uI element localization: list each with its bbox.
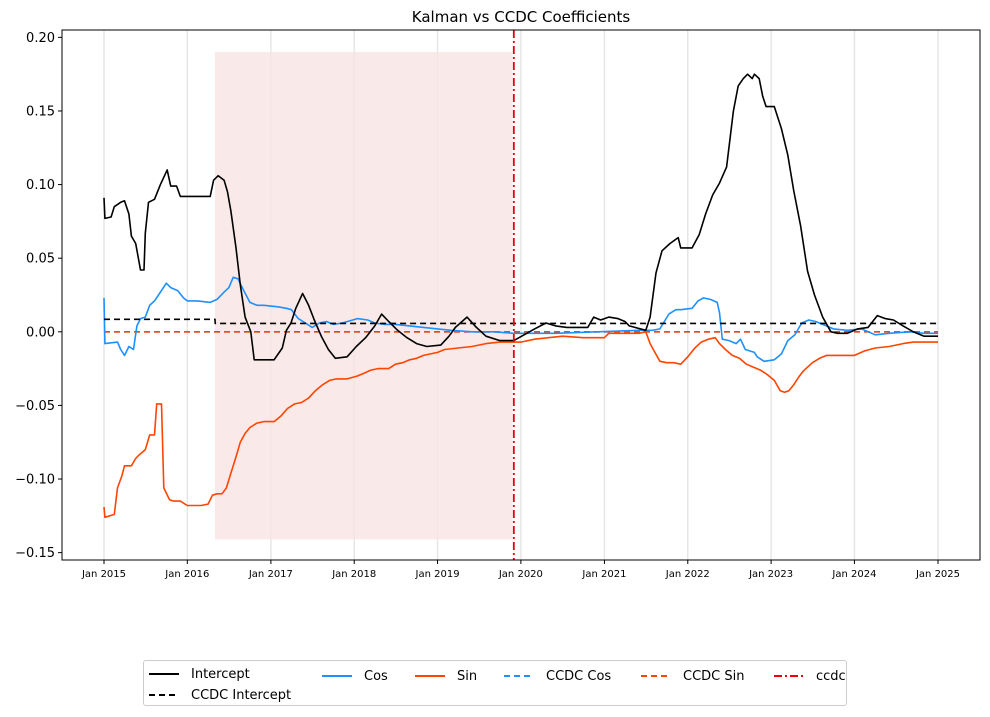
x-tick-label: Jan 2020 <box>498 569 543 580</box>
legend-label: CCDC Cos <box>546 668 612 684</box>
y-tick-label: 0.00 <box>26 325 55 340</box>
x-tick-label: Jan 2015 <box>81 569 126 580</box>
y-tick-label: 0.15 <box>26 104 55 119</box>
x-tick-label: Jan 2019 <box>415 569 460 580</box>
legend-item: ccdc <box>774 666 846 686</box>
legend-item: CCDC Sin <box>641 666 744 686</box>
legend-item: Cos <box>322 666 388 686</box>
x-tick-label: Jan 2018 <box>331 569 376 580</box>
legend-swatch <box>641 675 671 677</box>
y-tick-label: −0.15 <box>15 546 55 561</box>
y-tick-label: 0.05 <box>26 252 55 267</box>
y-tick-label: 0.20 <box>26 31 55 46</box>
legend-swatch <box>415 675 445 677</box>
x-tick-label: Jan 2025 <box>915 569 960 580</box>
legend-item: CCDC Intercept <box>149 685 291 705</box>
x-tick-label: Jan 2022 <box>665 569 710 580</box>
legend-label: Intercept <box>191 666 250 682</box>
series-line-intercept <box>103 73 938 361</box>
legend-item: CCDC Cos <box>504 666 611 686</box>
x-tick-label: Jan 2024 <box>831 569 876 580</box>
legend-label: Cos <box>364 668 388 684</box>
plot-area: 0.20 0.15 0.10 0.05 0.00 −0.05 −0.10 −0.15 Jan 2… <box>15 29 981 580</box>
legend-swatch <box>149 694 179 696</box>
legend-label: CCDC Intercept <box>191 687 292 703</box>
x-tick-label: Jan 2017 <box>248 569 293 580</box>
legend-swatch <box>504 675 534 677</box>
legend-label: CCDC Sin <box>683 668 745 684</box>
legend-swatch <box>149 673 179 675</box>
x-tick-label: Jan 2016 <box>164 569 209 580</box>
legend-swatch <box>322 675 352 677</box>
chart-title: Kalman vs CCDC Coefficients <box>412 8 631 26</box>
y-tick-label: −0.10 <box>15 473 55 488</box>
x-tick-label: Jan 2023 <box>748 569 793 580</box>
legend-item: Intercept <box>149 664 250 684</box>
legend-label: Sin <box>457 668 478 684</box>
series-line-ccdc-intercept <box>104 318 938 325</box>
chart-legend: Intercept CCDC Intercept Cos Sin CCDC Cos CCD… <box>143 660 847 706</box>
x-tick-label: Jan 2021 <box>581 569 626 580</box>
legend-item: Sin <box>415 666 477 686</box>
shaded-region <box>214 52 513 540</box>
y-tick-label: 0.10 <box>26 178 55 193</box>
series-line-cos <box>103 276 938 363</box>
legend-label: ccdc <box>816 668 846 684</box>
y-tick-label: −0.05 <box>15 399 55 414</box>
legend-swatch <box>774 675 804 677</box>
series-line-sin <box>103 330 938 519</box>
